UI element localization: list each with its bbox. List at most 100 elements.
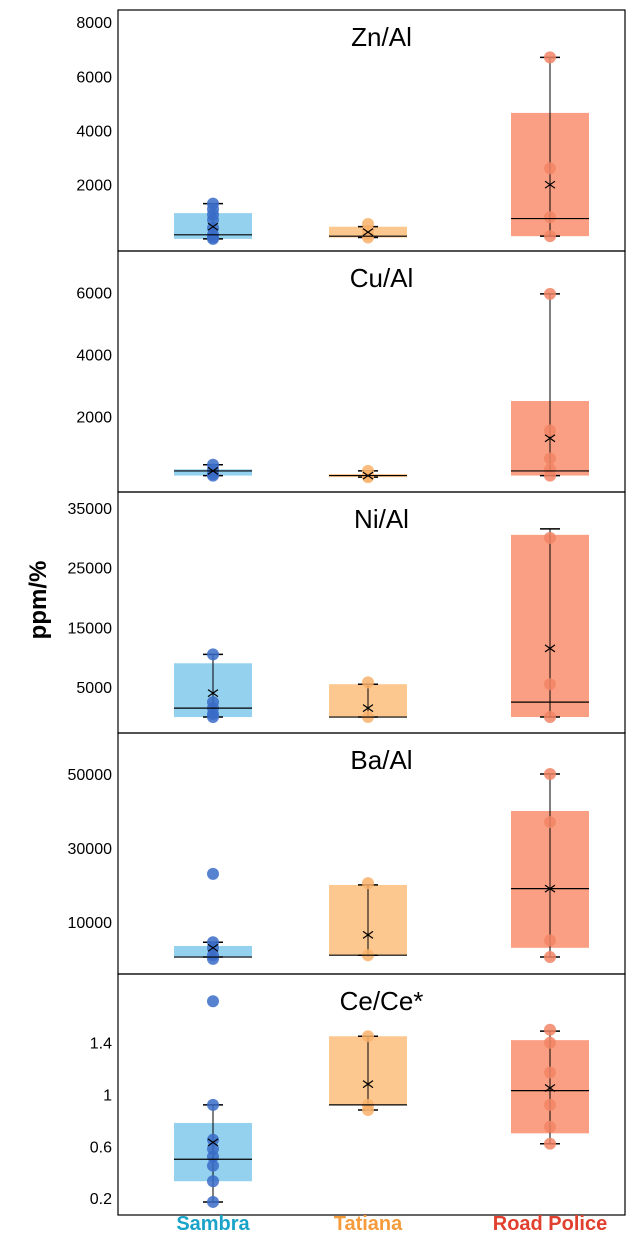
data-point [544, 51, 556, 64]
data-point [544, 1066, 556, 1079]
panel-3: 5000 15000 25000 35000 Ni/Al [68, 491, 626, 734]
y-tick-label: 0.2 [90, 1191, 112, 1208]
panel-frame [117, 973, 626, 1216]
y-tick-label: 6000 [76, 69, 112, 86]
data-point [207, 1098, 219, 1111]
data-point [544, 230, 556, 243]
panel-5: 0.2 0.6 1 1.4 Ce/Ce* [90, 973, 626, 1216]
mean-marker [362, 1080, 374, 1089]
mean-marker [207, 222, 219, 231]
y-tick-label: 6000 [76, 285, 112, 302]
data-point [544, 678, 556, 691]
mean-marker [362, 704, 374, 713]
box-sambra [174, 648, 252, 724]
data-point [544, 531, 556, 544]
data-point [544, 1023, 556, 1036]
box-tatiana [329, 217, 407, 244]
mean-marker [362, 471, 374, 480]
data-point [207, 458, 219, 471]
y-tick-label: 4000 [76, 124, 112, 141]
y-tick-label: 0.6 [90, 1139, 112, 1156]
box-sambra [174, 197, 252, 245]
y-tick-label: 1.4 [90, 1036, 112, 1053]
panel-1: 2000 4000 6000 8000 Zn/Al [76, 9, 626, 252]
data-point [544, 424, 556, 437]
data-point [207, 1133, 219, 1146]
data-point [544, 211, 556, 224]
data-point [362, 676, 374, 689]
panel-title: Ba/Al [350, 745, 412, 775]
y-tick-label: 8000 [76, 15, 112, 32]
y-tick-label: 2000 [76, 178, 112, 195]
data-point [207, 1142, 219, 1155]
y-tick-label: 30000 [68, 841, 113, 858]
y-tick-label: 10000 [68, 915, 113, 932]
data-point [207, 867, 219, 880]
box-road-police [511, 51, 589, 243]
mean-marker [207, 689, 219, 698]
y-tick-label: 35000 [68, 501, 113, 518]
mean-marker [207, 466, 219, 475]
data-point [544, 767, 556, 780]
box-road-police [511, 287, 589, 482]
box-tatiana [329, 464, 407, 484]
data-point [544, 1036, 556, 1049]
box-road-police [511, 528, 589, 724]
data-point [207, 648, 219, 661]
box-sambra [174, 995, 252, 1208]
data-point [544, 1137, 556, 1150]
data-point [207, 197, 219, 210]
mean-marker [544, 180, 556, 189]
panel-2: 2000 4000 6000 Cu/Al [76, 250, 626, 493]
data-point [207, 696, 219, 709]
data-point [362, 877, 374, 890]
y-tick-label: 2000 [76, 410, 112, 427]
data-point [544, 951, 556, 964]
panel-4: 10000 30000 50000 Ba/Al [68, 732, 626, 975]
data-point [207, 995, 219, 1008]
mean-marker [544, 644, 556, 653]
data-point [207, 1175, 219, 1188]
group-label-road-police: Road Police [493, 1213, 607, 1235]
panel-title: Ce/Ce* [340, 986, 424, 1016]
mean-marker [207, 943, 219, 952]
mean-marker [362, 930, 374, 939]
box-road-police [511, 1023, 589, 1150]
mean-marker [362, 228, 374, 237]
panel-title: Ni/Al [354, 504, 409, 534]
box-tatiana [329, 676, 407, 724]
y-axis-label: ppm/% [25, 561, 52, 640]
panel-title: Cu/Al [350, 263, 414, 293]
data-point [544, 934, 556, 947]
y-tick-label: 25000 [68, 561, 113, 578]
y-tick-label: 1 [103, 1088, 112, 1105]
mean-marker [544, 434, 556, 443]
data-point [362, 1030, 374, 1043]
group-label-tatiana: Tatiana [334, 1213, 403, 1235]
data-point [544, 287, 556, 300]
data-point [544, 162, 556, 175]
mean-marker [544, 884, 556, 893]
box-sambra [174, 867, 252, 965]
group-label-sambra: Sambra [176, 1213, 250, 1235]
mean-marker [207, 1138, 219, 1147]
data-point [544, 1098, 556, 1111]
data-point [544, 711, 556, 724]
box-tatiana [329, 877, 407, 962]
data-point [544, 452, 556, 465]
panel-title: Zn/Al [351, 22, 412, 52]
group-labels: Sambra Tatiana Road Police [176, 1213, 607, 1235]
box-road-police [511, 767, 589, 964]
box-sambra [174, 458, 252, 482]
data-point [544, 463, 556, 476]
data-point [362, 217, 374, 230]
y-tick-label: 50000 [68, 767, 113, 784]
mean-marker [544, 1084, 556, 1093]
data-point [207, 1195, 219, 1208]
y-tick-label: 15000 [68, 620, 113, 637]
data-point [544, 1120, 556, 1133]
data-point [207, 936, 219, 949]
y-tick-label: 4000 [76, 347, 112, 364]
data-point [544, 816, 556, 829]
